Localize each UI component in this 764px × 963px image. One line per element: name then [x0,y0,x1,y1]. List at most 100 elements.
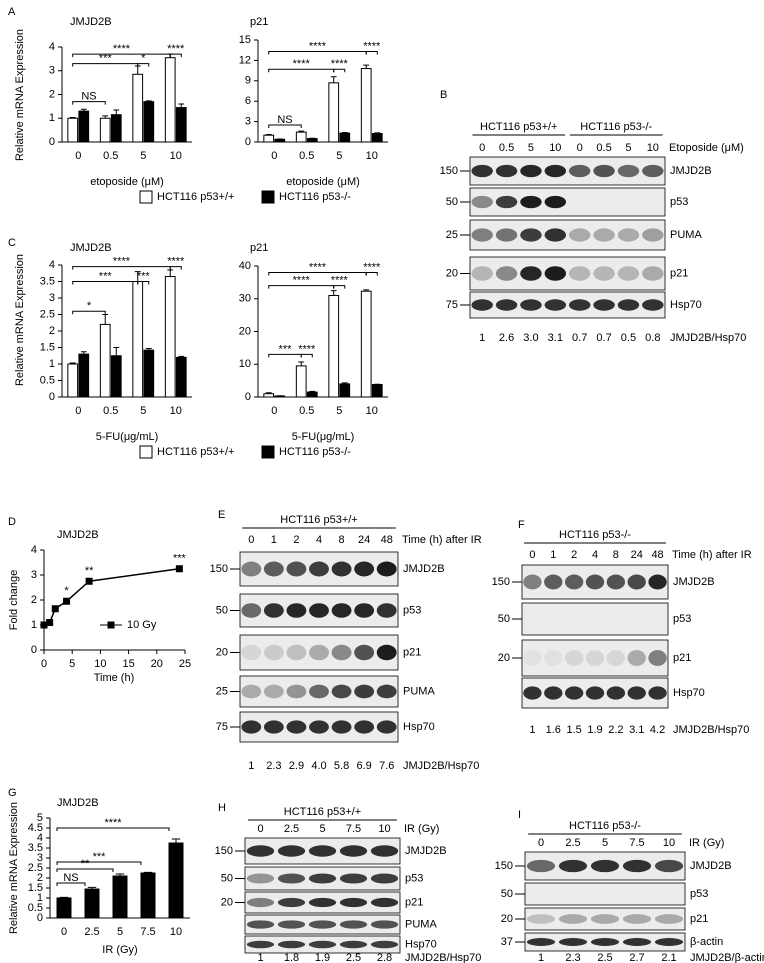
significance-label: NS [63,872,78,884]
error-bar [167,269,174,277]
blot-band [354,603,375,618]
blot-band [495,195,518,209]
lane-label: 8 [613,549,619,561]
blot-band [286,720,307,734]
bar [110,114,122,143]
protein-label: JMJD2B [690,860,732,872]
ratio-value: 0.7 [596,332,611,344]
blot-band [648,686,667,700]
significance-bracket [169,266,182,270]
bar [56,897,72,919]
ratio-label: JMJD2B/Hsp70 [673,724,749,736]
ratio-value: 2.9 [289,760,304,772]
blot-band [622,938,652,946]
point [175,565,183,573]
lane-label: 4 [592,549,598,561]
mw-marker: 20 [501,913,513,925]
blot-group-label: HCT116 p53+/+ [480,121,557,133]
y-tick-label: 12 [239,54,251,66]
bar [143,349,155,398]
blot-condition: Time (h) after IR [402,534,482,546]
y-tick-label: 3 [245,116,251,128]
mw-marker: 50 [446,196,458,208]
lane-label: 10 [647,142,659,154]
blot-band [590,859,620,873]
blot-band [339,845,368,857]
mw-marker: 20 [498,652,510,664]
bar [112,875,128,919]
x-tick-label: 0.5 [299,405,314,417]
blot-band [309,720,329,734]
significance-bracket [300,353,313,358]
ratio-value: 4.2 [650,724,665,736]
ratio-value: 1 [538,952,544,963]
blot-band [246,940,275,949]
significance-label: **** [331,58,349,70]
blot-band [308,873,337,884]
blot-band [568,266,591,281]
error-bar [178,355,185,358]
bar [78,110,90,143]
x-tick-label: 0 [41,658,47,670]
lane-label: 5 [625,142,631,154]
significance-bracket [365,51,378,55]
panel-label: D [8,516,16,528]
significance-label: **** [309,261,327,273]
lane-label: 7.5 [346,823,361,835]
bar [175,107,187,143]
x-tick-label: 2.5 [84,926,99,938]
bar [274,138,286,143]
panel-label: I [518,809,521,821]
point [40,621,48,629]
protein-label: p21 [403,646,421,658]
significance-label: *** [279,343,293,355]
blot-band [246,873,275,884]
legend-swatch [139,445,153,459]
ratio-value: 4.0 [311,760,326,772]
y-axis-label: Relative mRNA Expression [14,254,26,386]
protein-label: β-actin [690,936,723,948]
y-tick-label: 2 [37,872,43,884]
error-bar [80,108,87,112]
lane-label: 5 [319,823,325,835]
ratio-value: 1.8 [284,952,299,963]
y-axis-label: Relative mRNA Expression [14,29,26,161]
legend-swatch [139,190,153,204]
error-bar [113,347,120,356]
y-tick-label: 4 [31,544,37,556]
panel-label: C [8,237,16,249]
x-tick-label: 0.5 [299,150,314,162]
x-tick-label: 7.5 [140,926,155,938]
ratio-value: 2.5 [597,952,612,963]
y-tick-label: 4 [49,259,55,271]
ratio-label: JMJD2B/Hsp70 [403,760,479,772]
protein-label: p53 [403,604,421,616]
significance-bracket [56,882,86,886]
blot-band [331,684,352,699]
x-tick-label: 0.5 [103,405,118,417]
mw-marker: 20 [446,267,458,279]
blot-band [471,164,493,178]
legend-swatch [261,190,275,204]
error-bar [341,382,348,384]
ratio-value: 2.5 [346,952,361,963]
lane-label: 24 [358,534,370,546]
blot-band [339,873,368,884]
blot-band [263,720,284,734]
mw-marker: 20 [216,646,228,658]
y-tick-label: 2.5 [28,862,43,874]
x-tick-label: 10 [170,926,182,938]
protein-label: p53 [673,613,691,625]
blot-band [495,266,518,281]
y-tick-label: 9 [245,75,251,87]
mw-marker: 75 [446,299,458,311]
bar [360,68,372,143]
x-tick-label: 5 [69,658,75,670]
x-axis-label: Time (h) [94,672,135,684]
protein-label: JMJD2B [670,165,712,177]
blot-band [593,299,615,311]
blot-band [471,266,493,281]
significance-bracket [333,68,346,73]
blot-band [627,686,646,700]
error-bar [363,64,370,69]
